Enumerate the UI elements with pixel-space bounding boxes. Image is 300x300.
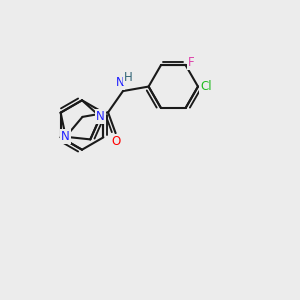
Text: H: H — [124, 70, 132, 84]
Text: N: N — [116, 76, 124, 88]
Text: F: F — [188, 56, 195, 69]
Text: O: O — [111, 135, 120, 148]
Text: Cl: Cl — [200, 80, 212, 93]
Text: N: N — [96, 110, 105, 123]
Text: N: N — [61, 130, 70, 143]
